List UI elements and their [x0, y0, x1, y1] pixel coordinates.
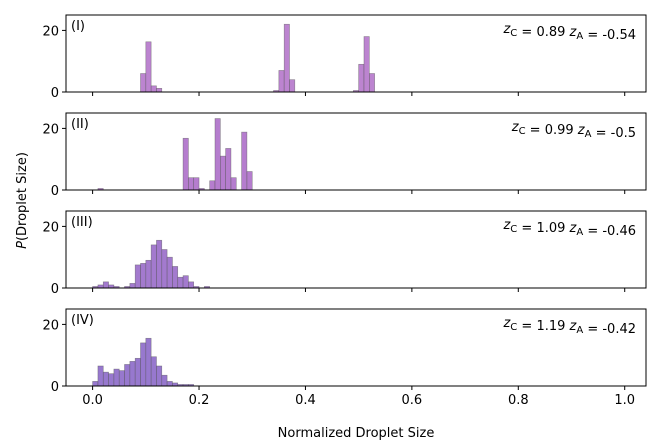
- bar-2-6: [209, 180, 216, 191]
- bar-1-10: [358, 63, 365, 93]
- y-tick-label-1-2: 20: [42, 24, 59, 39]
- x-tick-label-1: 0.0: [82, 393, 103, 408]
- bar-1-6: [278, 70, 285, 93]
- panel-label-2: (II): [71, 117, 89, 132]
- x-tick-label-4: 0.6: [402, 393, 423, 408]
- panel-3: 0 20 (III) zC = 1.09 zA = -0.46: [42, 210, 647, 297]
- x-tick-label-2: 0.2: [189, 393, 210, 408]
- bar-2-3: [188, 177, 195, 191]
- bar-4-11: [145, 337, 152, 387]
- bar-2-4: [193, 177, 200, 191]
- bar-3-16: [177, 276, 184, 289]
- panel-1: 0 20 (I) zC = 0.89 zA = -0.54: [42, 14, 647, 101]
- bar-3-7: [129, 283, 136, 289]
- bar-3-17: [182, 275, 189, 289]
- bar-3-12: [156, 239, 163, 289]
- panel-frame-4: [65, 308, 647, 387]
- x-axis-title: Normalized Droplet Size: [278, 426, 435, 441]
- bar-4-3: [102, 371, 109, 387]
- bar-4-14: [161, 374, 168, 387]
- bar-4-1: [92, 381, 99, 387]
- bar-2-10: [230, 177, 237, 191]
- bar-3-13: [161, 249, 168, 289]
- bar-4-12: [150, 356, 157, 387]
- y-tick-label-1-1: 0: [51, 86, 59, 101]
- bar-4-9: [134, 357, 141, 387]
- panel-annotation-1: zC = 0.89 zA = -0.54: [502, 22, 636, 43]
- panels: 0 20 (I) zC = 0.89 zA = -0.54 0 20 (II) zC = 0.…: [42, 14, 647, 408]
- bar-1-2: [145, 41, 152, 93]
- panel-label-1: (I): [71, 19, 85, 34]
- bar-3-11: [150, 244, 157, 289]
- bar-1-1: [140, 73, 147, 93]
- bar-4-5: [113, 368, 120, 387]
- x-tick-label-6: 1.0: [614, 393, 635, 408]
- bar-4-8: [129, 361, 136, 387]
- bar-1-8: [289, 79, 296, 93]
- bar-4-4: [108, 373, 115, 387]
- bar-2-2: [182, 137, 189, 191]
- bar-3-8: [134, 264, 141, 289]
- bar-3-18: [188, 281, 195, 289]
- panel-frame-3: [65, 210, 647, 289]
- bar-1-4: [156, 88, 163, 93]
- bar-4-7: [124, 364, 131, 387]
- bar-4-2: [97, 365, 104, 387]
- bar-1-11: [363, 36, 370, 93]
- bar-4-15: [166, 381, 173, 387]
- bar-3-3: [102, 281, 109, 289]
- bar-3-9: [140, 263, 147, 289]
- bar-2-9: [225, 148, 232, 191]
- panel-2: 0 20 (II) zC = 0.99 zA = -0.5: [42, 112, 647, 199]
- y-axis-title: P(Droplet Size): [15, 152, 30, 249]
- bar-1-12: [368, 73, 375, 93]
- y-tick-label-2-2: 20: [42, 122, 59, 137]
- bar-2-8: [220, 155, 226, 191]
- bar-4-13: [156, 365, 163, 387]
- panel-annotation-4: zC = 1.19 zA = -0.42: [502, 316, 636, 337]
- panel-frame-1: [65, 14, 647, 93]
- bar-3-10: [145, 259, 152, 289]
- y-tick-label-3-1: 0: [51, 282, 59, 297]
- panel-annotation-3: zC = 1.09 zA = -0.46: [502, 218, 636, 239]
- bar-1-3: [150, 85, 157, 93]
- bar-3-15: [172, 266, 179, 289]
- panel-label-4: (IV): [71, 313, 94, 328]
- bar-1-7: [283, 23, 290, 93]
- bar-2-11: [241, 131, 248, 191]
- panel-frame-2: [65, 112, 647, 191]
- x-tick-label-5: 0.8: [508, 393, 529, 408]
- bar-4-6: [118, 370, 125, 387]
- panel-label-3: (III): [71, 215, 93, 230]
- y-tick-label-4-2: 20: [42, 318, 59, 333]
- bar-4-10: [140, 342, 147, 387]
- bar-2-12: [246, 171, 253, 191]
- bar-2-7: [214, 118, 221, 191]
- panel-annotation-2: zC = 0.99 zA = -0.5: [511, 120, 636, 141]
- y-tick-label-3-2: 20: [42, 220, 59, 235]
- bar-3-14: [166, 256, 173, 289]
- y-tick-label-4-1: 0: [51, 380, 59, 395]
- y-tick-label-2-1: 0: [51, 184, 59, 199]
- x-tick-label-3: 0.4: [295, 393, 316, 408]
- panel-4: 0.0 0.2 0.4 0.6 0.8 1.0 0 20 (IV) zC = 1.19 zA = …: [42, 308, 647, 408]
